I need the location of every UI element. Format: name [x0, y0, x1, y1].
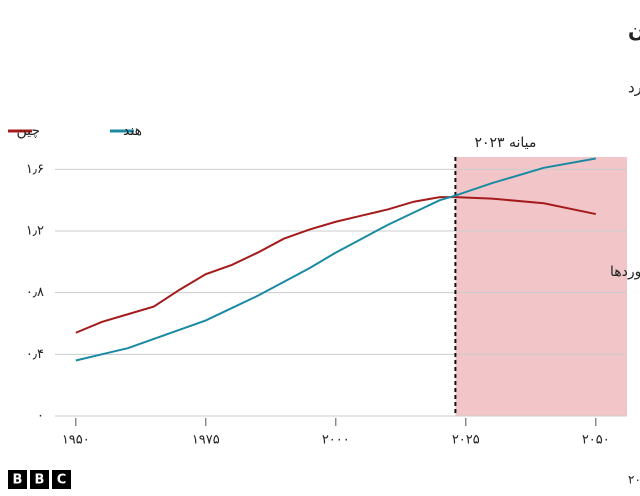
- x-tick-label: ۲۰۲۵: [452, 433, 480, 448]
- x-tick-label: ۱۹۵۰: [62, 433, 90, 448]
- projection-label: بر اساس برآوردها: [610, 263, 640, 280]
- y-tick-label: ۰٫۴: [26, 347, 44, 362]
- logo-letter: B: [13, 473, 23, 488]
- logo-box: [52, 470, 71, 489]
- source: منبع: گزارش سازمان ملل از برآورد جمعیت ج…: [628, 472, 640, 488]
- chart-subtitle: جمعیت به میلیارد: [628, 79, 640, 97]
- logo-box: [30, 470, 49, 489]
- x-tick-label: ۲۰۵۰: [582, 433, 610, 448]
- chart-title: روند افزایش جمعیت هند و چین: [628, 17, 640, 42]
- x-tick-label: ۱۹۷۵: [192, 433, 220, 448]
- series-line: [75, 157, 596, 362]
- y-tick-label: ۱٫۶: [26, 162, 44, 177]
- y-tick-label: ۱٫۲: [26, 224, 44, 239]
- y-tick-label: ۰٫۸: [26, 285, 44, 300]
- y-tick-label: ۰: [37, 409, 44, 424]
- legend-label: هند: [123, 123, 142, 139]
- logo-letter: C: [57, 473, 67, 488]
- logo-letter: B: [35, 473, 45, 488]
- logo-box: [8, 470, 27, 489]
- series-line: [75, 196, 597, 334]
- projection-marker-label: میانه ۲۰۲۳: [474, 135, 536, 151]
- x-tick-label: ۲۰۰۰: [322, 433, 350, 448]
- legend-label: چین: [16, 123, 40, 139]
- projection-area: [455, 157, 627, 416]
